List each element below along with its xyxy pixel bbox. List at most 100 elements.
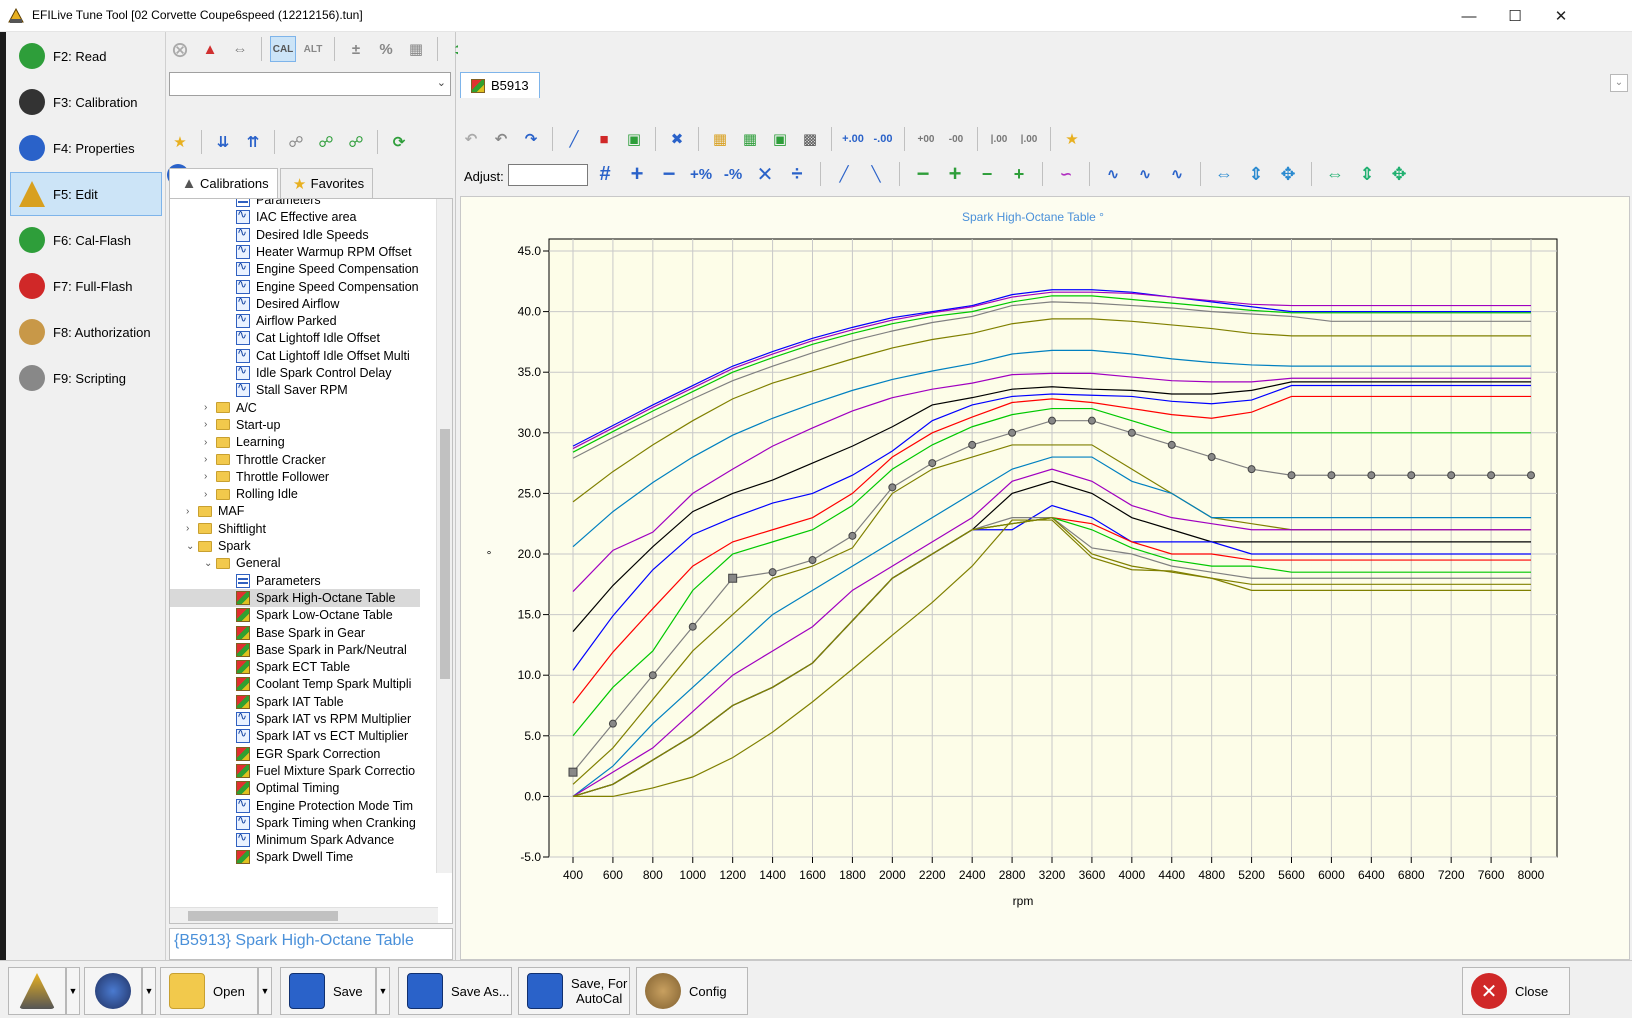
tab-calibrations[interactable]: ▲ Calibrations [169, 168, 278, 198]
nav-item-7[interactable]: F7: Full-Flash [10, 264, 162, 308]
alt-toggle-icon[interactable]: ALT [303, 43, 323, 55]
tree-row[interactable]: Desired Airflow [170, 294, 420, 313]
chevron-down-icon[interactable]: ⌄ [186, 540, 195, 552]
four-way-arrows-icon[interactable]: ✥ [1280, 163, 1296, 184]
interpolate-icon[interactable]: ∽ [1059, 166, 1073, 183]
close-window-button[interactable]: ✕ [1538, 0, 1584, 32]
tree-horizontal-scrollbar[interactable] [170, 907, 438, 923]
open-dropdown[interactable]: ▼ [258, 967, 272, 1015]
tree-row[interactable]: EGR Spark Correction [170, 745, 420, 763]
tree-row[interactable]: › A/C [170, 399, 420, 417]
scan-tool-button[interactable] [84, 967, 142, 1015]
tree-row[interactable]: Spark IAT vs ECT Multiplier [170, 726, 420, 745]
link-add-icon[interactable]: ☍ [318, 134, 334, 151]
scrollbar-thumb[interactable] [440, 429, 450, 679]
tree-row[interactable]: Spark Timing when Cranking [170, 813, 420, 832]
ramp-down-icon[interactable]: ╲ [871, 166, 881, 183]
fill-all-icon[interactable]: ✥ [1391, 163, 1407, 184]
chevron-right-icon[interactable]: › [204, 436, 208, 448]
panel-menu-button[interactable]: ⌄ [1610, 74, 1628, 92]
adjust-input[interactable] [508, 164, 588, 186]
tree-row[interactable]: Desired Idle Speeds [170, 225, 420, 244]
inc-height-icon[interactable]: |.00 [990, 133, 1008, 145]
tree-row[interactable]: Cat Lightoff Idle Offset Multi [170, 346, 420, 365]
increment-icon[interactable]: + [948, 161, 962, 186]
set-value-icon[interactable]: # [599, 162, 611, 185]
tree-row[interactable]: Spark IAT vs RPM Multiplier [170, 709, 420, 728]
tree-row[interactable]: ⌄ Spark [170, 537, 420, 555]
save-dropdown[interactable]: ▼ [376, 967, 390, 1015]
star-icon[interactable]: ★ [173, 134, 187, 151]
chevron-right-icon[interactable]: › [204, 471, 208, 483]
chevron-right-icon[interactable]: › [204, 454, 208, 465]
fill-vertical-icon[interactable]: ⇕ [1359, 163, 1375, 184]
chevron-right-icon[interactable]: › [186, 523, 190, 535]
config-button[interactable]: Config [636, 967, 748, 1015]
tree-row[interactable]: › Rolling Idle [170, 485, 420, 503]
calibration-search-combo[interactable]: ⌄ [169, 72, 451, 96]
smooth-horizontal-icon[interactable]: ∿ [1138, 166, 1152, 183]
maximize-button[interactable]: ☐ [1492, 0, 1538, 32]
dec-height-icon[interactable]: |.00 [1020, 133, 1038, 145]
divide-icon[interactable]: ÷ [791, 162, 803, 185]
nav-item-8[interactable]: F8: Authorization [10, 310, 162, 354]
tree-row[interactable]: Heater Warmup RPM Offset [170, 242, 420, 261]
chevron-right-icon[interactable]: › [204, 419, 208, 431]
tree-row[interactable]: Base Spark in Gear [170, 624, 420, 642]
tab-favorites[interactable]: ★ Favorites [279, 168, 374, 198]
edit-mode-button[interactable] [8, 967, 66, 1015]
nav-item-3[interactable]: F3: Calibration [10, 80, 162, 124]
nav-item-5[interactable]: F5: Edit [10, 172, 162, 216]
save-as-button[interactable]: Save As... [398, 967, 512, 1015]
smooth-icon[interactable]: ∿ [1106, 166, 1120, 183]
tree-row[interactable]: IAC Effective area [170, 207, 420, 226]
tree-row[interactable]: ⌄ General [170, 554, 420, 572]
add-icon[interactable]: + [630, 161, 644, 186]
grid-green-icon[interactable]: ▦ [742, 131, 758, 148]
vertical-arrows-icon[interactable]: ⇕ [1248, 163, 1264, 184]
tree-row[interactable]: Coolant Temp Spark Multipli [170, 675, 420, 693]
tree-row[interactable]: Parameters [170, 572, 420, 590]
undo-icon[interactable]: ↶ [494, 131, 508, 148]
tree-row[interactable]: Spark Dwell Time [170, 848, 420, 866]
nav-item-2[interactable]: F2: Read [10, 34, 162, 78]
sync-icon[interactable]: ⟳ [392, 134, 406, 151]
tree-row[interactable]: Spark ECT Table [170, 658, 420, 676]
link-next-icon[interactable]: ☍ [348, 134, 364, 151]
favorite-star-icon[interactable]: ★ [1065, 131, 1079, 148]
fill-horizontal-icon[interactable]: ⇔ [1326, 163, 1344, 184]
tree-row[interactable]: › Throttle Cracker [170, 451, 420, 469]
revert-icon[interactable]: ↶ [464, 131, 478, 148]
collapse-all-icon[interactable]: ⇈ [246, 134, 260, 151]
link-icon[interactable]: ☍ [288, 134, 304, 151]
tree-row[interactable]: Idle Spark Control Delay [170, 363, 420, 382]
close-button[interactable]: ✕ Close [1462, 967, 1570, 1015]
tree-row[interactable]: Engine Speed Compensation [170, 259, 420, 278]
ramp-up-icon[interactable]: ╱ [839, 166, 849, 183]
decrement-icon[interactable]: − [916, 161, 930, 186]
decrement-small-icon[interactable]: − [981, 163, 993, 184]
nav-item-4[interactable]: F4: Properties [10, 126, 162, 170]
tree-row[interactable]: Base Spark in Park/Neutral [170, 641, 420, 659]
save-for-autocal-button[interactable]: Save, For AutoCal [518, 967, 630, 1015]
tree-row[interactable]: Airflow Parked [170, 311, 420, 330]
tree-row[interactable]: Stall Saver RPM [170, 380, 420, 399]
tree-row[interactable]: Engine Protection Mode Tim [170, 796, 420, 815]
remove-decimal-icon[interactable]: -.00 [873, 133, 893, 145]
multiply-icon[interactable]: ✕ [756, 163, 774, 186]
tree-row[interactable]: Fuel Mixture Spark Correctio [170, 762, 420, 780]
inc-width-icon[interactable]: +00 [917, 133, 935, 145]
horizontal-arrows-icon[interactable]: ⇔ [1215, 163, 1233, 184]
edit-mode-dropdown[interactable]: ▼ [66, 967, 80, 1015]
tree-row[interactable]: › MAF [170, 502, 420, 520]
select-all-icon[interactable]: ▣ [772, 131, 788, 148]
add-percent-icon[interactable]: +% [689, 165, 713, 183]
tree-row[interactable]: › Throttle Follower [170, 468, 420, 486]
chevron-right-icon[interactable]: › [204, 488, 208, 500]
grid-color-icon[interactable]: ▦ [712, 131, 728, 148]
chevron-right-icon[interactable]: › [204, 402, 208, 414]
3d-multi-view-icon[interactable]: ▣ [626, 131, 642, 148]
chevron-down-icon[interactable]: ⌄ [204, 557, 213, 569]
dec-width-icon[interactable]: -00 [948, 133, 964, 145]
nav-item-6[interactable]: F6: Cal-Flash [10, 218, 162, 262]
